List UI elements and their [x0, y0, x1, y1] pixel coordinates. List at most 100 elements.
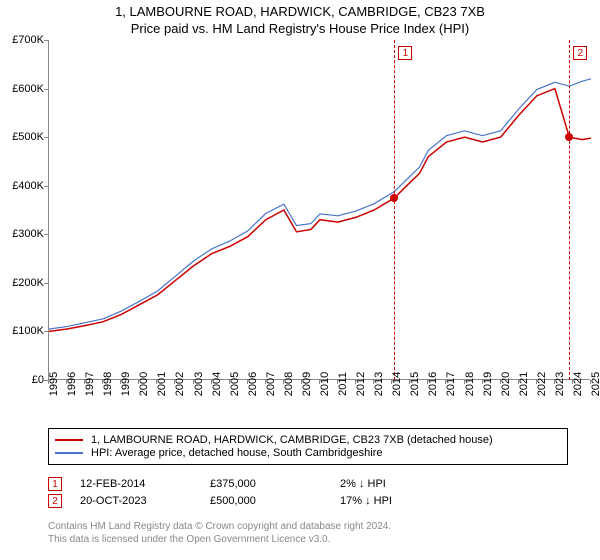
x-tick-mark — [138, 380, 139, 384]
event-delta: 17% ↓ HPI — [340, 495, 470, 507]
x-tick-label: 2000 — [138, 372, 150, 396]
x-tick-mark — [337, 380, 338, 384]
event-marker: 1 — [48, 477, 62, 491]
x-tick-label: 2022 — [536, 372, 548, 396]
x-tick-mark — [193, 380, 194, 384]
x-tick-mark — [355, 380, 356, 384]
legend-swatch — [55, 439, 83, 441]
x-tick-mark — [283, 380, 284, 384]
x-tick-label: 2019 — [482, 372, 494, 396]
x-tick-mark — [536, 380, 537, 384]
x-tick-mark — [211, 380, 212, 384]
x-tick-mark — [301, 380, 302, 384]
event-table: 1 12-FEB-2014£375,0002% ↓ HPI 2 20-OCT-2023… — [48, 474, 568, 511]
legend-row: HPI: Average price, detached house, Sout… — [55, 447, 561, 459]
x-tick-label: 2009 — [301, 372, 313, 396]
series-svg — [49, 40, 591, 380]
y-tick-mark — [44, 331, 48, 332]
x-tick-mark — [572, 380, 573, 384]
event-dot — [390, 194, 398, 202]
y-tick-label: £500K — [12, 131, 44, 143]
x-tick-label: 2004 — [211, 372, 223, 396]
event-delta: 2% ↓ HPI — [340, 478, 470, 490]
chart: 12 £0£100K£200K£300K£400K£500K£600K£700K… — [0, 40, 600, 420]
y-tick-mark — [44, 234, 48, 235]
x-tick-mark — [84, 380, 85, 384]
x-tick-label: 2012 — [355, 372, 367, 396]
x-tick-label: 2006 — [247, 372, 259, 396]
series-hpi — [49, 79, 591, 329]
event-vline — [394, 40, 395, 380]
x-tick-mark — [427, 380, 428, 384]
legend-row: 1, LAMBOURNE ROAD, HARDWICK, CAMBRIDGE, … — [55, 434, 561, 446]
event-marker: 2 — [48, 494, 62, 508]
event-date: 20-OCT-2023 — [80, 495, 210, 507]
y-tick-mark — [44, 40, 48, 41]
x-tick-mark — [319, 380, 320, 384]
event-date: 12-FEB-2014 — [80, 478, 210, 490]
x-tick-label: 2016 — [427, 372, 439, 396]
x-tick-label: 2001 — [156, 372, 168, 396]
chart-subtitle: Price paid vs. HM Land Registry's House … — [0, 21, 600, 36]
x-tick-mark — [445, 380, 446, 384]
x-tick-label: 2010 — [319, 372, 331, 396]
event-vline — [569, 40, 570, 380]
x-tick-label: 2014 — [391, 372, 403, 396]
x-tick-label: 2015 — [409, 372, 421, 396]
footer: Contains HM Land Registry data © Crown c… — [48, 520, 391, 546]
x-tick-mark — [554, 380, 555, 384]
x-tick-label: 2023 — [554, 372, 566, 396]
x-tick-label: 2018 — [464, 372, 476, 396]
event-marker: 2 — [573, 46, 587, 60]
x-tick-label: 2007 — [265, 372, 277, 396]
x-tick-label: 1995 — [48, 372, 60, 396]
x-tick-mark — [409, 380, 410, 384]
x-tick-label: 2011 — [337, 372, 349, 396]
x-tick-label: 2008 — [283, 372, 295, 396]
event-price: £375,000 — [210, 478, 340, 490]
x-tick-label: 1996 — [66, 372, 78, 396]
event-price: £500,000 — [210, 495, 340, 507]
plot-area: 12 — [48, 40, 590, 380]
event-row: 1 12-FEB-2014£375,0002% ↓ HPI — [48, 477, 568, 491]
y-tick-label: £100K — [12, 325, 44, 337]
title-block: 1, LAMBOURNE ROAD, HARDWICK, CAMBRIDGE, … — [0, 0, 600, 36]
x-tick-label: 2013 — [373, 372, 385, 396]
series-property — [49, 89, 591, 332]
x-tick-mark — [120, 380, 121, 384]
event-marker: 1 — [398, 46, 412, 60]
y-tick-label: £200K — [12, 277, 44, 289]
x-tick-mark — [482, 380, 483, 384]
y-tick-label: £600K — [12, 83, 44, 95]
legend: 1, LAMBOURNE ROAD, HARDWICK, CAMBRIDGE, … — [48, 428, 568, 465]
x-tick-mark — [229, 380, 230, 384]
x-tick-mark — [102, 380, 103, 384]
x-tick-mark — [590, 380, 591, 384]
x-tick-mark — [518, 380, 519, 384]
y-tick-label: £0 — [32, 374, 44, 386]
y-tick-mark — [44, 186, 48, 187]
x-tick-mark — [265, 380, 266, 384]
x-tick-mark — [156, 380, 157, 384]
event-row: 2 20-OCT-2023£500,00017% ↓ HPI — [48, 494, 568, 508]
x-tick-label: 1999 — [120, 372, 132, 396]
y-tick-mark — [44, 89, 48, 90]
x-tick-mark — [48, 380, 49, 384]
footer-line2: This data is licensed under the Open Gov… — [48, 533, 391, 546]
event-dot — [565, 133, 573, 141]
x-tick-label: 1997 — [84, 372, 96, 396]
x-tick-mark — [373, 380, 374, 384]
y-tick-label: £400K — [12, 180, 44, 192]
x-tick-label: 1998 — [102, 372, 114, 396]
x-tick-label: 2025 — [590, 372, 600, 396]
y-tick-mark — [44, 137, 48, 138]
x-tick-label: 2024 — [572, 372, 584, 396]
x-tick-mark — [66, 380, 67, 384]
footer-line1: Contains HM Land Registry data © Crown c… — [48, 520, 391, 533]
x-tick-label: 2017 — [445, 372, 457, 396]
x-tick-mark — [174, 380, 175, 384]
chart-title-address: 1, LAMBOURNE ROAD, HARDWICK, CAMBRIDGE, … — [0, 4, 600, 19]
y-tick-label: £300K — [12, 228, 44, 240]
legend-swatch — [55, 452, 83, 454]
x-tick-mark — [500, 380, 501, 384]
